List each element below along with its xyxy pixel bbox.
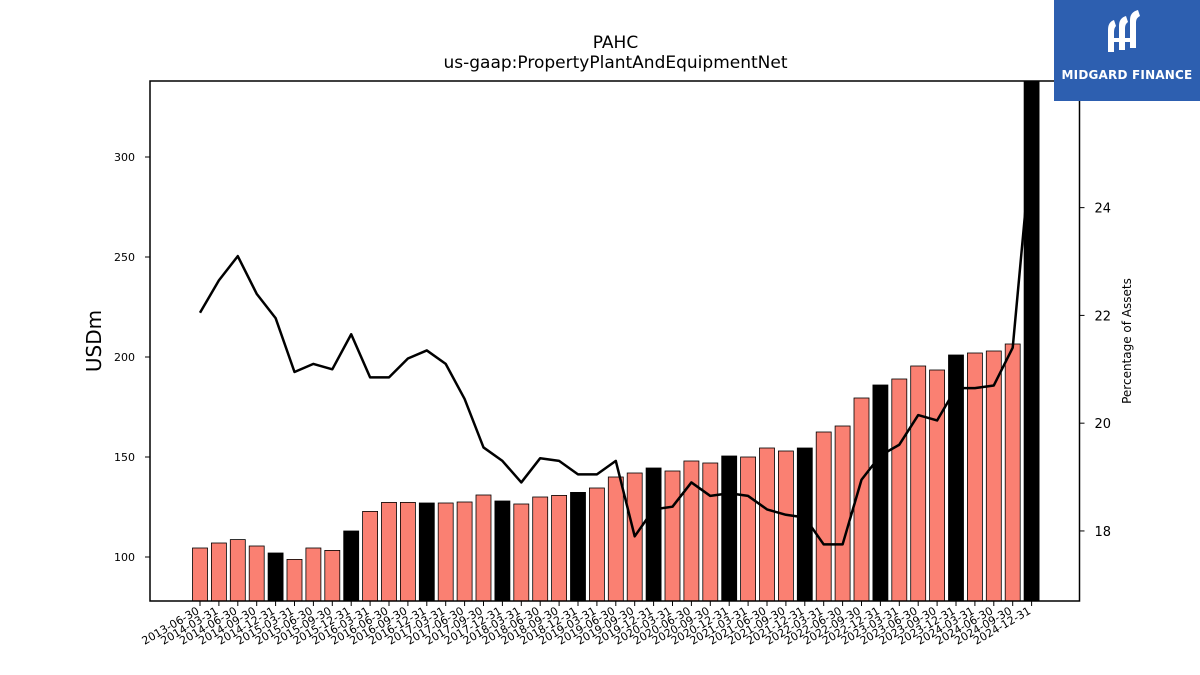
y2-tick-label: 24 xyxy=(1095,202,1112,217)
bar-2022-03-31 xyxy=(815,431,832,602)
bar-2015-09-30 xyxy=(324,550,341,602)
bar-2015-06-30 xyxy=(305,547,322,602)
logo-mark-icon xyxy=(1108,10,1140,52)
percentage-line xyxy=(198,142,1033,546)
bar-2021-03-31 xyxy=(740,456,756,602)
bar-2018-09-30 xyxy=(551,494,567,602)
y-tick-label: 100 xyxy=(114,551,135,564)
bar-2019-03-31 xyxy=(589,487,605,602)
bar-2020-09-30 xyxy=(702,462,719,602)
bar-2016-06-30 xyxy=(381,501,397,602)
bar-2014-03-31 xyxy=(210,542,227,602)
bar-2023-12-31 xyxy=(948,354,964,602)
y2-tick-label: 20 xyxy=(1095,417,1112,432)
right-axis: 18 20 22 24 xyxy=(1079,202,1112,540)
bar-2023-03-31 xyxy=(891,378,908,602)
bar-2016-12-31 xyxy=(418,502,435,602)
bar-2019-12-31 xyxy=(645,467,662,602)
bar-2024-09-30 xyxy=(1004,343,1021,602)
bar-2024-06-30 xyxy=(985,350,1002,602)
bar-2015-03-31 xyxy=(286,559,303,602)
y-tick-label: 150 xyxy=(114,451,135,464)
y-tick-label: 250 xyxy=(114,251,135,264)
bar-2018-12-31 xyxy=(570,491,586,602)
bar-2015-12-31 xyxy=(343,530,360,602)
logo-text: MIDGARD FINANCE xyxy=(1061,68,1193,82)
y-tick-label: 200 xyxy=(114,351,135,364)
bar-2020-03-31 xyxy=(664,470,681,602)
bar-2020-12-31 xyxy=(721,455,738,602)
y2-tick-label: 18 xyxy=(1095,525,1112,540)
bar-2016-03-31 xyxy=(362,510,379,602)
bar-2021-06-30 xyxy=(759,447,775,602)
bar-2016-09-30 xyxy=(399,501,416,602)
y-tick-label: 300 xyxy=(114,151,135,164)
bar-2024-03-31 xyxy=(967,352,983,602)
bar-2018-03-31 xyxy=(513,503,530,602)
y2-axis-label: Percentage of Assets xyxy=(1120,278,1134,404)
bar-2022-06-30 xyxy=(834,425,851,602)
bar-2013-06-30 xyxy=(192,547,208,602)
x-axis: 2013-06-302014-03-312014-06-302014-09-30… xyxy=(140,601,1033,648)
bar-2024-12-31 xyxy=(1023,80,1040,602)
y-axis-label: USDm xyxy=(82,310,106,372)
bar-2021-09-30 xyxy=(778,450,794,602)
bar-2014-12-31 xyxy=(267,552,284,602)
bar-2022-12-31 xyxy=(872,384,889,602)
bar-2017-06-30 xyxy=(456,501,473,602)
bar-2017-03-31 xyxy=(437,502,454,602)
logo: MIDGARD FINANCE xyxy=(1054,0,1200,101)
bar-2014-06-30 xyxy=(229,539,246,602)
bar-2018-06-30 xyxy=(532,496,549,602)
y2-tick-label: 22 xyxy=(1095,309,1112,324)
bars xyxy=(192,80,1040,602)
bar-2023-06-30 xyxy=(910,365,927,602)
bar-2017-09-30 xyxy=(475,494,492,602)
chart-subtitle: us-gaap:PropertyPlantAndEquipmentNet xyxy=(444,53,788,73)
bar-2019-06-30 xyxy=(607,476,624,602)
chart-title: PAHC xyxy=(593,33,638,53)
bar-2017-12-31 xyxy=(494,500,511,602)
bar-2014-09-30 xyxy=(248,545,265,602)
left-axis: 100 150 200 250 300 xyxy=(114,151,150,564)
plot-frame xyxy=(149,80,1081,602)
series-line xyxy=(198,142,1033,546)
bar-2023-09-30 xyxy=(929,369,945,602)
